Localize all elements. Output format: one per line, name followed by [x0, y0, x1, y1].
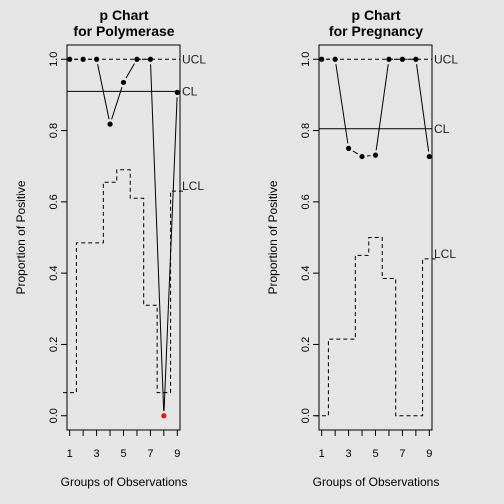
y-axis-title: Proportion of Positive [14, 180, 28, 294]
y-tick-label: 0.2 [300, 337, 312, 352]
data-point [399, 56, 406, 62]
y-tick-label: 0.6 [48, 194, 60, 209]
y-tick-label: 1.0 [48, 52, 60, 67]
x-axis-title: Groups of Observations [313, 475, 440, 489]
x-tick-label: 1 [319, 448, 325, 460]
y-tick-label: 0.8 [48, 123, 60, 138]
data-point [134, 56, 140, 62]
lcl-label: LCL [434, 247, 456, 261]
lcl-step-line [62, 169, 185, 394]
data-point [147, 56, 154, 62]
data-point [93, 56, 100, 62]
data-point [174, 89, 180, 96]
cl-label: CL [182, 84, 198, 98]
x-tick-label: 3 [94, 448, 100, 460]
x-tick-label: 9 [174, 448, 180, 460]
series-segment [416, 64, 430, 152]
data-point [359, 153, 365, 160]
plot-frame [66, 44, 181, 431]
data-point [107, 121, 113, 127]
chart-title: p Chart [352, 7, 401, 23]
ucl-label: UCL [434, 52, 458, 66]
series-segment [97, 64, 110, 120]
lcl-step-line [314, 237, 437, 417]
chart-subtitle: for Polymerase [73, 23, 174, 39]
chart-subtitle: for Pregnancy [329, 23, 423, 39]
x-tick-label: 9 [426, 448, 432, 460]
x-tick-label: 7 [147, 448, 153, 460]
data-point [345, 145, 352, 151]
series-segment [163, 97, 178, 411]
series-segment [150, 64, 165, 411]
chart-title: p Chart [100, 7, 149, 23]
data-point [386, 56, 392, 62]
ucl-label: UCL [182, 52, 206, 66]
x-axis-title: Groups of Observations [61, 475, 188, 489]
y-tick-label: 0.2 [48, 337, 60, 352]
y-tick-label: 0.6 [300, 194, 312, 209]
series-segment [352, 150, 359, 155]
data-point [372, 152, 379, 158]
data-point [319, 56, 325, 62]
data-point [332, 56, 338, 62]
y-tick-label: 1.0 [300, 52, 312, 67]
series-segment [111, 87, 123, 120]
data-point [67, 56, 73, 62]
y-tick-label: 0.0 [300, 408, 312, 423]
x-tick-label: 1 [67, 448, 73, 460]
series-segment [335, 64, 349, 144]
x-tick-label: 3 [346, 448, 352, 460]
data-point [120, 79, 127, 86]
y-tick-label: 0.8 [300, 123, 312, 138]
data-point [80, 56, 86, 62]
y-tick-label: 0.0 [48, 408, 60, 423]
y-tick-label: 0.4 [48, 265, 60, 280]
x-tick-label: 5 [120, 448, 126, 460]
data-point [413, 56, 419, 62]
y-axis-title: Proportion of Positive [266, 180, 280, 294]
out-of-control-point [161, 413, 167, 419]
x-tick-label: 5 [372, 448, 378, 460]
data-point [426, 153, 432, 160]
lcl-label: LCL [182, 179, 204, 193]
series-segment [125, 63, 135, 79]
y-tick-label: 0.4 [300, 265, 312, 280]
series-segment [375, 64, 389, 151]
x-tick-label: 7 [399, 448, 405, 460]
cl-label: CL [434, 122, 450, 136]
